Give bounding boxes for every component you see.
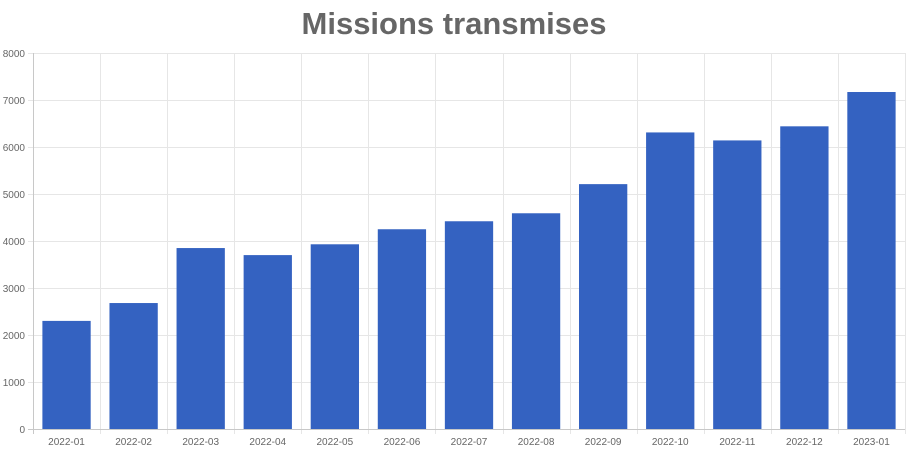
bar-2022-11[interactable] — [713, 140, 762, 430]
y-tick-label: 5000 — [3, 190, 26, 201]
x-tick-label: 2022-06 — [384, 437, 421, 448]
bar-2022-06[interactable] — [377, 229, 427, 429]
y-tick-label: 8000 — [3, 49, 26, 60]
y-tick-labels: 0 1000 2000 3000 4000 5000 6000 7000 8000 — [3, 49, 26, 436]
x-tick-label: 2022-02 — [115, 437, 152, 448]
bar-2022-05[interactable] — [310, 244, 359, 429]
y-tick-label: 7000 — [3, 96, 26, 107]
bar-2022-03[interactable] — [176, 248, 225, 429]
bars — [42, 92, 896, 430]
bar-2022-02[interactable] — [109, 303, 158, 429]
y-tick-label: 4000 — [3, 237, 26, 248]
x-tick-label: 2022-12 — [786, 437, 823, 448]
y-tick-label: 0 — [19, 425, 25, 436]
bar-2022-01[interactable] — [42, 320, 91, 429]
x-tick-label: 2022-01 — [48, 437, 85, 448]
bar-2022-07[interactable] — [444, 221, 494, 429]
x-tick-label: 2022-10 — [652, 437, 689, 448]
x-tick-label: 2022-03 — [182, 437, 219, 448]
y-tick-label: 2000 — [3, 331, 26, 342]
bar-2022-09[interactable] — [579, 184, 628, 429]
bar-2022-10[interactable] — [646, 132, 695, 429]
bar-2022-12[interactable] — [780, 126, 829, 429]
x-tick-label: 2022-04 — [249, 437, 286, 448]
y-tick-label: 1000 — [3, 378, 26, 389]
axes — [28, 53, 905, 434]
x-tick-label: 2022-11 — [719, 437, 755, 448]
x-tick-label: 2022-09 — [585, 437, 622, 448]
x-tick-label: 2022-08 — [518, 437, 555, 448]
y-tick-label: 6000 — [3, 143, 26, 154]
bar-2022-08[interactable] — [511, 213, 561, 429]
x-tick-labels: 2022-01 2022-02 2022-03 2022-04 2022-05 2022-… — [48, 437, 890, 448]
x-tick-label: 2022-05 — [316, 437, 353, 448]
bar-2023-01[interactable] — [847, 92, 896, 429]
x-tick-label: 2022-07 — [451, 437, 488, 448]
chart-title: Missions transmises — [301, 6, 607, 41]
bar-2022-04[interactable] — [243, 255, 292, 429]
x-tick-label: 2023-01 — [853, 437, 890, 448]
y-tick-label: 3000 — [3, 284, 26, 295]
